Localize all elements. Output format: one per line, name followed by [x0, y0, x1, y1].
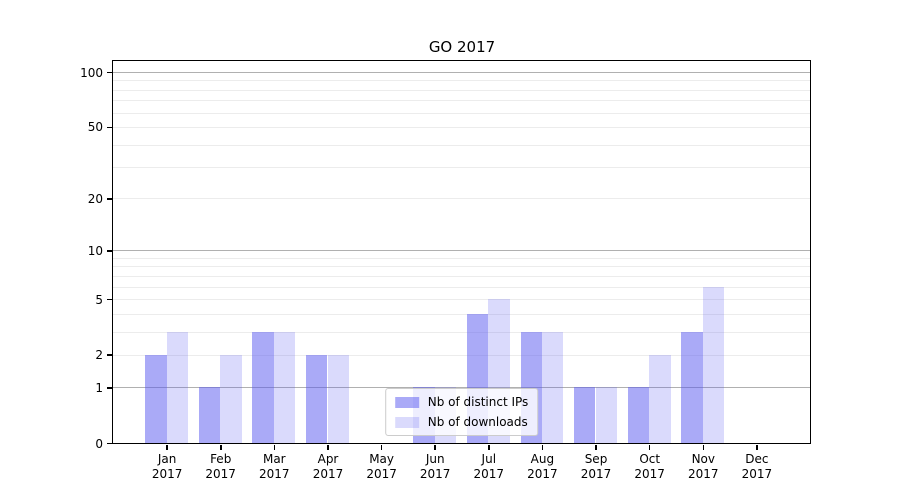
y-tick-label-2: 2 — [95, 348, 103, 363]
x-tick-jun — [434, 445, 436, 450]
x-tick-oct — [648, 445, 651, 450]
x-tick-label-oct: Oct 2017 — [634, 452, 665, 481]
y-tick-50 — [107, 126, 112, 129]
bar-downloads-jan — [166, 331, 188, 443]
y-tick-label-100: 100 — [80, 65, 103, 80]
bar-distinct-ips-apr — [306, 354, 328, 443]
bar-distinct-ips-oct — [627, 387, 650, 443]
bar-downloads-aug — [541, 331, 564, 443]
y-tick-5 — [107, 298, 112, 301]
bar-downloads-nov — [702, 286, 725, 443]
legend-swatch-downloads — [394, 416, 419, 428]
legend-row-downloads: Nb of downloads — [394, 415, 529, 429]
major-gridline-1 — [113, 387, 810, 389]
x-tick-label-jun: Jun 2017 — [419, 452, 451, 481]
plot-area: Nb of distinct IPs Nb of downloads — [112, 60, 811, 444]
minor-gridline-9 — [113, 257, 810, 259]
minor-gridline-3 — [113, 331, 810, 333]
minor-gridline-7 — [113, 275, 810, 277]
y-tick-label-10: 10 — [87, 243, 103, 258]
y-tick-label-5: 5 — [95, 292, 103, 307]
minor-gridline-70 — [113, 100, 810, 102]
y-tick-1 — [107, 387, 112, 389]
minor-gridline-4 — [113, 313, 810, 315]
legend-swatch-distinct-ips — [394, 396, 419, 408]
y-tick-0 — [107, 442, 112, 445]
x-tick-label-nov: Nov 2017 — [688, 452, 719, 481]
x-tick-label-dec: Dec 2017 — [741, 452, 773, 481]
x-tick-label-jan: Jan 2017 — [151, 452, 183, 481]
minor-gridline-30 — [113, 166, 810, 168]
bar-distinct-ips-mar — [252, 331, 274, 443]
bar-distinct-ips-sep — [574, 387, 596, 443]
y-tick-10 — [107, 250, 112, 252]
bar-distinct-ips-nov — [681, 331, 703, 443]
chart-title: GO 2017 — [428, 38, 496, 56]
x-tick-nov — [702, 445, 704, 450]
minor-gridline-40 — [113, 144, 810, 146]
x-tick-dec — [756, 445, 758, 450]
x-tick-label-feb: Feb 2017 — [205, 452, 236, 481]
x-tick-aug — [541, 445, 544, 450]
x-tick-label-apr: Apr 2017 — [312, 452, 344, 481]
bar-downloads-sep — [595, 387, 617, 443]
x-tick-mar — [273, 445, 276, 450]
minor-gridline-6 — [113, 286, 810, 288]
legend-label-downloads: Nb of downloads — [427, 415, 528, 429]
bar-downloads-mar — [273, 331, 296, 443]
minor-gridline-8 — [113, 266, 810, 268]
x-tick-sep — [595, 445, 597, 450]
legend-row-distinct-ips: Nb of distinct IPs — [394, 395, 529, 409]
x-tick-apr — [327, 445, 329, 450]
x-tick-may — [380, 445, 383, 450]
minor-gridline-80 — [113, 89, 810, 91]
x-tick-label-mar: Mar 2017 — [259, 452, 290, 481]
y-tick-label-1: 1 — [95, 380, 103, 395]
x-tick-jul — [488, 445, 490, 450]
minor-gridline-20 — [113, 198, 810, 200]
y-tick-100 — [107, 71, 112, 74]
minor-gridline-50 — [113, 126, 810, 128]
bar-downloads-oct — [649, 354, 671, 443]
legend-label-distinct-ips: Nb of distinct IPs — [427, 395, 529, 409]
x-tick-feb — [220, 445, 222, 450]
x-tick-label-jul: Jul 2017 — [473, 452, 505, 481]
bar-distinct-ips-feb — [198, 387, 221, 443]
minor-gridline-60 — [113, 112, 810, 114]
y-tick-label-50: 50 — [87, 120, 103, 135]
x-tick-label-sep: Sep 2017 — [580, 452, 612, 481]
major-gridline-100 — [113, 72, 810, 73]
minor-gridline-90 — [113, 80, 810, 82]
y-tick-20 — [107, 198, 112, 200]
bar-downloads-apr — [327, 354, 349, 443]
major-gridline-10 — [113, 250, 810, 252]
minor-gridline-2 — [113, 354, 810, 356]
legend: Nb of distinct IPs Nb of downloads — [384, 388, 539, 436]
y-tick-label-20: 20 — [87, 191, 103, 206]
x-tick-label-may: May 2017 — [366, 452, 397, 481]
bar-distinct-ips-jan — [145, 354, 167, 443]
minor-gridline-5 — [113, 299, 810, 300]
x-tick-label-aug: Aug 2017 — [527, 452, 558, 481]
y-tick-2 — [107, 354, 112, 356]
bar-downloads-feb — [220, 354, 242, 443]
x-tick-jan — [166, 445, 168, 450]
y-tick-label-0: 0 — [95, 436, 103, 451]
